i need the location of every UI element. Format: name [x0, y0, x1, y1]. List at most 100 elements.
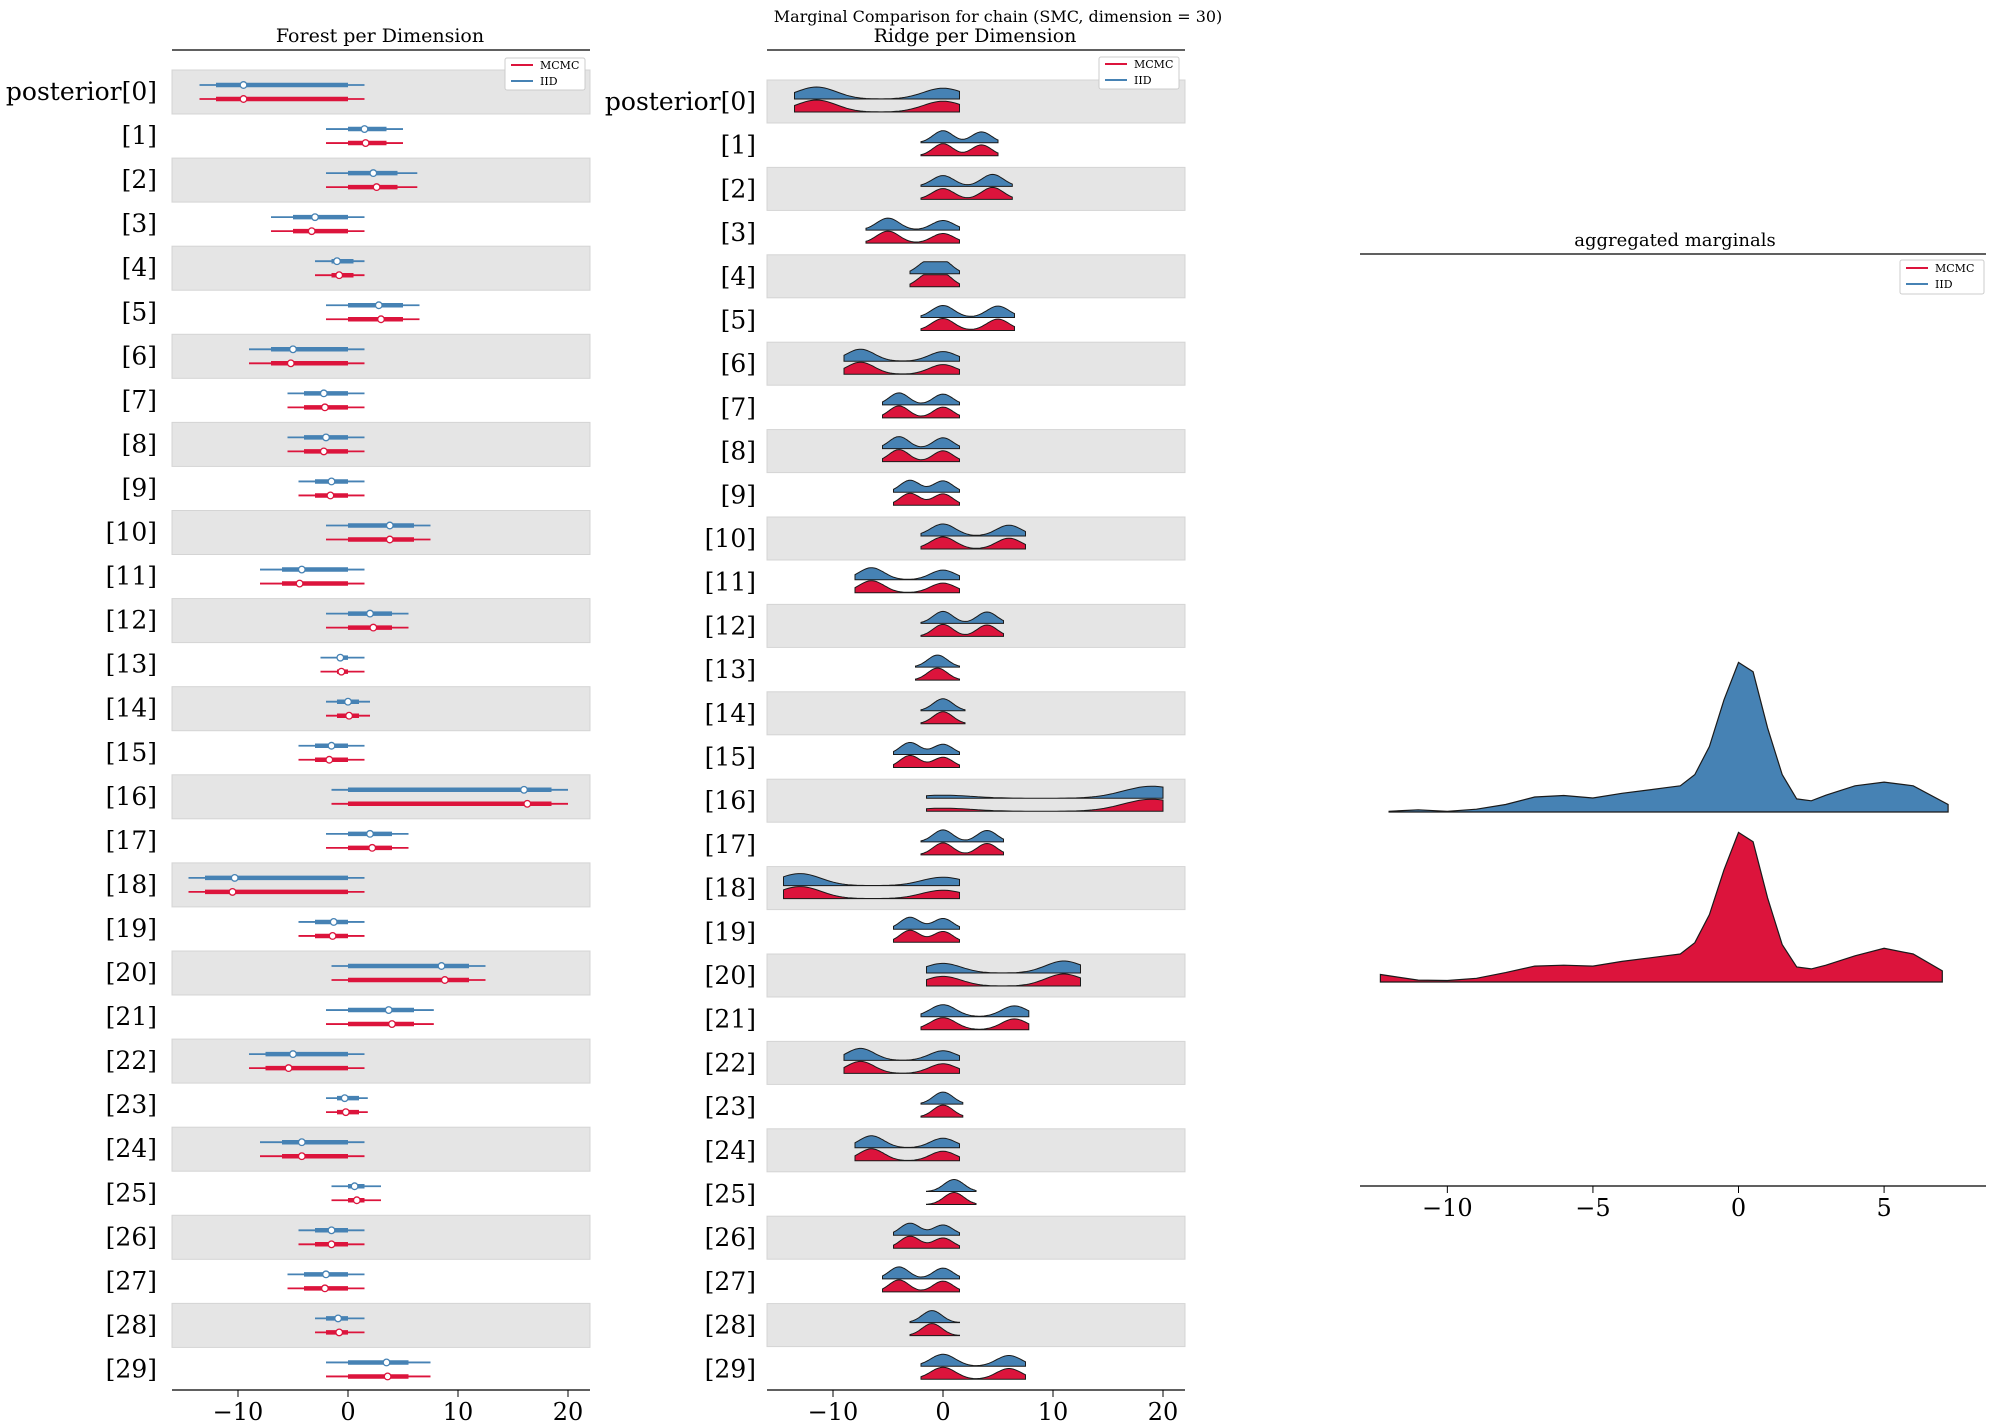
row-label: [26]	[705, 1223, 756, 1252]
row-band	[766, 866, 1186, 911]
density-ridge	[783, 873, 960, 887]
row-label: [28]	[106, 1310, 157, 1339]
row-label: [8]	[122, 429, 157, 458]
row-label: [22]	[106, 1046, 157, 1075]
density-ridge	[920, 317, 1015, 331]
density-ridge	[865, 217, 960, 231]
row-band	[766, 166, 1186, 211]
median-marker	[289, 345, 297, 354]
median-marker	[239, 95, 248, 103]
row-label: [7]	[122, 385, 157, 414]
median-marker	[319, 447, 328, 456]
median-marker	[374, 301, 383, 310]
x-tick-label: −5	[1575, 1194, 1610, 1222]
density-ridge	[926, 798, 1164, 812]
median-marker	[523, 799, 532, 808]
row-label: [23]	[705, 1092, 756, 1121]
aggregated-panel: aggregated marginals −10 −5 0 5	[1360, 230, 1986, 1222]
row-band	[766, 778, 1186, 823]
row-label: [17]	[705, 830, 756, 859]
row-label: [4]	[721, 262, 756, 291]
x-tick-label: 0	[340, 1398, 355, 1426]
density-ridge	[794, 86, 960, 100]
row-label: [5]	[721, 306, 756, 335]
median-marker	[320, 1284, 329, 1293]
row-label: [6]	[122, 341, 157, 370]
row-label: [12]	[106, 606, 157, 635]
row-label: [5]	[122, 297, 157, 326]
row-band	[766, 254, 1186, 299]
median-marker	[322, 433, 330, 442]
density-ridge	[854, 567, 960, 581]
density-ridge	[882, 405, 960, 419]
density-ridge	[882, 1266, 960, 1280]
density-ridge	[854, 580, 960, 594]
aggregated-legend: MCMC IID	[1899, 259, 1985, 295]
row-label: [25]	[106, 1178, 157, 1207]
median-marker	[328, 932, 337, 940]
row-label: [24]	[705, 1136, 756, 1165]
density-ridge	[920, 1091, 964, 1105]
median-marker	[352, 1196, 361, 1205]
density-ridge	[920, 623, 1004, 637]
median-marker	[307, 227, 316, 236]
median-marker	[319, 389, 328, 398]
density-ridge	[920, 1017, 1030, 1031]
row-label: [25]	[705, 1180, 756, 1209]
row-label: [24]	[106, 1134, 157, 1163]
density-ridge	[926, 1179, 977, 1192]
row-label: [19]	[106, 914, 157, 943]
density-ridge	[920, 143, 999, 157]
density-ridge	[920, 130, 999, 144]
median-marker	[337, 667, 346, 676]
row-band	[766, 1303, 1186, 1348]
row-label: [2]	[122, 165, 157, 194]
median-marker	[325, 755, 334, 764]
row-band	[766, 953, 1186, 998]
median-marker	[333, 257, 341, 266]
median-marker	[335, 271, 344, 280]
density-ridge	[926, 1192, 977, 1205]
row-label: [27]	[705, 1267, 756, 1296]
row-label: [29]	[705, 1354, 756, 1383]
density-ridge	[794, 99, 960, 113]
median-marker	[322, 1270, 330, 1279]
row-label: [18]	[705, 874, 756, 903]
density-ridge	[893, 916, 960, 930]
median-marker	[297, 1152, 306, 1161]
density-ridge	[893, 1235, 960, 1249]
row-band	[766, 691, 1186, 736]
row-band	[766, 516, 1186, 561]
density-ridge	[893, 742, 960, 755]
density-ridge	[915, 667, 960, 681]
legend-iid-label: IID	[1134, 74, 1152, 87]
row-band	[171, 598, 591, 644]
median-marker	[335, 1328, 344, 1337]
row-band	[766, 603, 1186, 648]
density-ridge	[920, 304, 1015, 318]
density-ridge	[882, 1279, 960, 1293]
row-label: [14]	[106, 694, 157, 723]
density-ridge	[843, 1047, 960, 1061]
median-marker	[366, 829, 374, 838]
density-ridge	[882, 449, 960, 463]
row-label: [23]	[106, 1090, 157, 1119]
median-marker	[385, 535, 394, 544]
row-band	[766, 1128, 1186, 1173]
median-marker	[341, 1108, 350, 1117]
density-ridge	[909, 274, 960, 288]
density-ridge	[843, 1060, 960, 1074]
row-label: [20]	[705, 961, 756, 990]
median-marker	[311, 213, 319, 222]
density-ridge	[909, 1310, 960, 1324]
median-marker	[369, 169, 378, 178]
row-label: [19]	[705, 917, 756, 946]
median-marker	[329, 918, 338, 926]
aggregated-density-iid	[1388, 661, 1949, 813]
row-label: [10]	[106, 518, 157, 547]
row-label: [28]	[705, 1311, 756, 1340]
median-marker	[297, 565, 306, 574]
row-band	[171, 245, 591, 291]
density-ridge	[920, 173, 1013, 187]
